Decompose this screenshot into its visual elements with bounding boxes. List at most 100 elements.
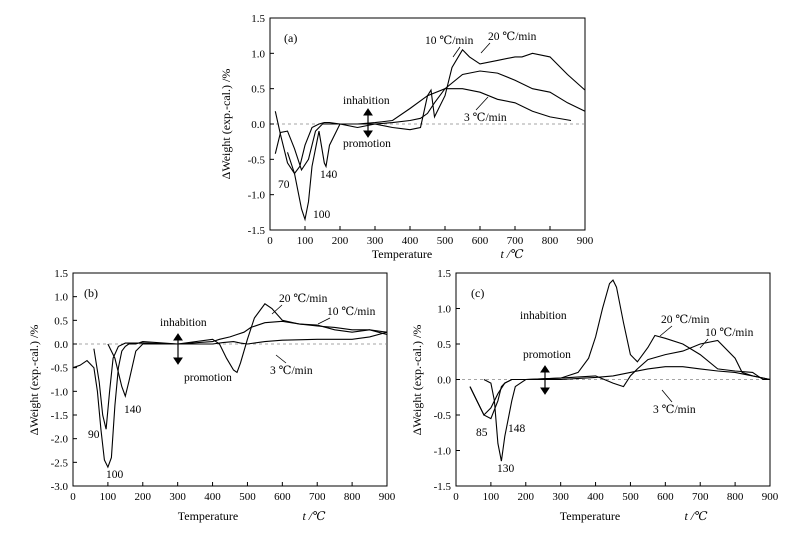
y-axis-title: ΔWeight (exp.-cal.) /%: [410, 325, 424, 436]
x-tick-label: 700: [507, 235, 524, 247]
x-tick-label: 400: [587, 491, 604, 503]
series-line-3-c-per-min: [274, 88, 572, 172]
x-tick-label: 200: [332, 235, 349, 247]
y-tick-label: -3.0: [51, 481, 69, 493]
y-axis-title: ΔWeight (exp.-cal.) /%: [27, 325, 41, 436]
peak-label-140: 140: [320, 169, 338, 181]
y-tick-label: 1.5: [54, 268, 68, 280]
inhabition-label: inhabition: [520, 310, 567, 322]
series-label-10: 10 ℃/min: [327, 306, 376, 318]
x-axis-title: Temperature: [560, 509, 620, 523]
series-label-3: 3 ℃/min: [270, 365, 313, 377]
y-tick-label: 0.0: [251, 119, 265, 131]
x-axis-title: Temperature: [178, 509, 238, 523]
plot-frame: [72, 272, 388, 487]
panel-label: (c): [471, 286, 484, 300]
series-label-10: 10 ℃/min: [705, 327, 754, 339]
x-tick-label: 500: [622, 491, 639, 503]
x-tick-label: 0: [453, 491, 459, 503]
series-label-3: 3 ℃/min: [464, 112, 507, 124]
peak-label-85: 85: [476, 427, 488, 439]
panel-label: (a): [284, 31, 297, 45]
series-label-20: 20 ℃/min: [661, 314, 710, 326]
y-tick-label: 1.0: [251, 48, 265, 60]
promotion-label: promotion: [343, 138, 391, 150]
y-tick-label: -0.5: [434, 410, 452, 422]
series-line-10-c-per-min: [469, 339, 771, 420]
y-tick-label: -1.5: [248, 225, 266, 237]
y-tick-label: 0.5: [54, 315, 68, 327]
y-tick-label: -0.5: [248, 154, 266, 166]
series-line-3-c-per-min: [469, 366, 771, 416]
label-leaders: [452, 42, 491, 111]
x-tick-label: 800: [542, 235, 559, 247]
x-tick-label: 300: [552, 491, 569, 503]
panel-a: 0 100 200 300 400 500 600 700 800 900 -1.5 -1.0 -0.5…: [219, 13, 594, 261]
y-axis-title: ΔWeight (exp.-cal.) /%: [219, 69, 233, 180]
series-line-3-c-per-min: [93, 331, 388, 430]
label-leaders: [271, 304, 331, 364]
x-tick-label: 800: [727, 491, 744, 503]
inhabition-label: inhabition: [343, 95, 390, 107]
effect-arrow: [540, 365, 550, 395]
x-tick-label: 900: [577, 235, 594, 247]
series-line-20-c-per-min: [286, 48, 586, 222]
series-label-20: 20 ℃/min: [279, 293, 328, 305]
series-label-20: 20 ℃/min: [488, 31, 537, 43]
y-tick-label: 1.0: [54, 292, 68, 304]
y-tick-label: -1.0: [248, 190, 266, 202]
peak-label-148: 148: [508, 423, 526, 435]
x-tick-label: 300: [367, 235, 384, 247]
y-tick-label: -1.0: [51, 386, 69, 398]
x-tick-label: 0: [70, 491, 76, 503]
y-tick-label: 1.0: [437, 304, 451, 316]
effect-arrow: [363, 108, 373, 138]
x-axis-unit: t /℃: [500, 247, 524, 261]
inhabition-label: inhabition: [160, 317, 207, 329]
series-label-10: 10 ℃/min: [425, 35, 474, 47]
promotion-label: promotion: [184, 372, 232, 384]
peak-label-100: 100: [106, 469, 124, 481]
x-tick-label: 600: [274, 491, 291, 503]
x-tick-label: 900: [762, 491, 779, 503]
peak-label-90: 90: [88, 429, 100, 441]
y-tick-label: 0.5: [251, 84, 265, 96]
x-tick-label: 600: [472, 235, 489, 247]
effect-arrow: [173, 333, 183, 365]
y-tick-label: -1.5: [51, 410, 69, 422]
y-tick-label: 1.5: [251, 13, 265, 25]
peak-label-70: 70: [278, 179, 290, 191]
series-line-10-c-per-min: [72, 320, 388, 469]
y-tick-label: 0.0: [437, 375, 451, 387]
y-tick-label: -2.5: [51, 457, 69, 469]
x-tick-label: 500: [239, 491, 256, 503]
series-line-20-c-per-min: [483, 279, 770, 462]
x-tick-label: 700: [309, 491, 326, 503]
y-tick-label: -1.0: [434, 446, 452, 458]
promotion-label: promotion: [523, 349, 571, 361]
y-tick-label: 1.5: [437, 268, 451, 280]
x-tick-label: 200: [518, 491, 535, 503]
peak-label-130: 130: [497, 463, 515, 475]
x-axis-unit: t /℃: [302, 509, 326, 523]
label-leaders: [659, 325, 709, 403]
x-tick-label: 400: [402, 235, 419, 247]
x-tick-label: 200: [135, 491, 152, 503]
y-tick-label: -0.5: [51, 363, 69, 375]
panel-c: 0 100 200 300 400 500 600 700 800 900 -1.5 -1.0 -0.5…: [410, 268, 779, 523]
x-tick-label: 800: [344, 491, 361, 503]
x-tick-label: 700: [692, 491, 709, 503]
x-tick-label: 0: [267, 235, 273, 247]
peak-label-140: 140: [124, 404, 142, 416]
x-tick-label: 100: [100, 491, 117, 503]
x-tick-label: 300: [169, 491, 186, 503]
x-tick-label: 100: [483, 491, 500, 503]
x-axis-title: Temperature: [372, 247, 432, 261]
x-tick-label: 100: [297, 235, 314, 247]
x-axis-unit: t /℃: [684, 509, 708, 523]
y-tick-label: -2.0: [51, 434, 69, 446]
series-label-3: 3 ℃/min: [653, 404, 696, 416]
y-tick-label: 0.0: [54, 339, 68, 351]
series-line-10-c-per-min: [274, 70, 586, 175]
